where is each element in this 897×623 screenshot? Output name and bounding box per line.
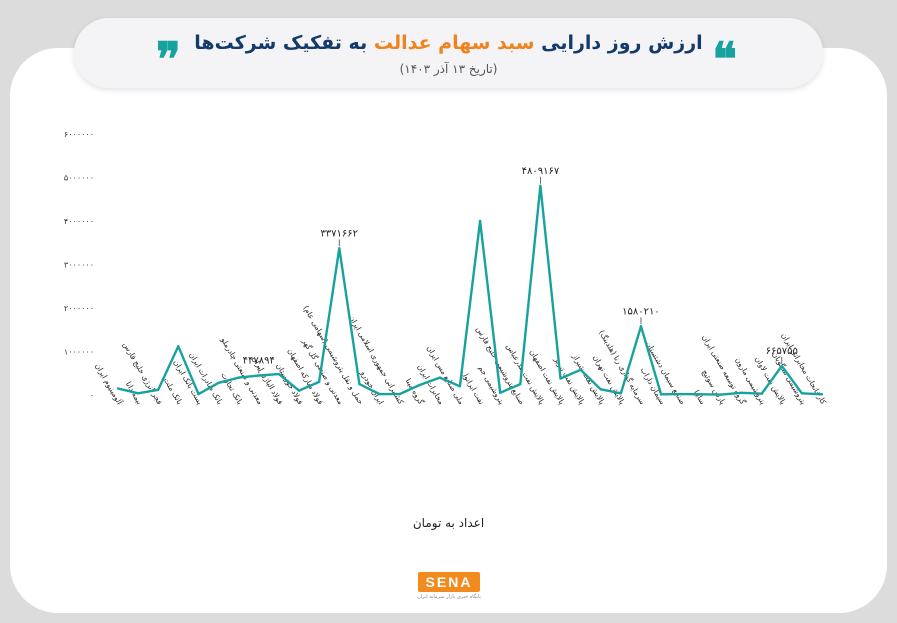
- data-point: [136, 392, 140, 395]
- data-point: [277, 372, 281, 376]
- logo-wordmark: SENA: [417, 572, 481, 592]
- data-point: [680, 392, 683, 396]
- data-point: [157, 388, 160, 391]
- sena-logo: SENA پایگاه خبری بازار سرمایه ایران: [410, 572, 488, 600]
- title-banner: ❞ ❝ ارزش روز دارایی سبد سهام عدالت به تف…: [74, 18, 823, 88]
- x-tick-label: فجر انرژی خلیج فارس: [121, 341, 164, 407]
- data-point: [317, 380, 321, 384]
- data-point: [720, 393, 723, 396]
- data-point: [257, 374, 260, 377]
- x-tick-label: بانک ملت: [162, 376, 185, 406]
- data-label: ۴۸۰۹۱۶۷: [522, 166, 560, 177]
- y-axis: ۰ ۱۰۰۰۰۰۰ ۲۰۰۰۰۰۰ ۳۰۰۰۰۰۰ ۴۰۰۰۰۰۰ ۵۰۰۰۰۰۰ ۶۰۰۰…: [64, 130, 94, 400]
- chart-card: [10, 48, 887, 613]
- data-point: [217, 381, 220, 385]
- data-point: [478, 219, 482, 223]
- unit-caption: اعداد به تومان: [412, 516, 485, 530]
- x-tick-label: سایپا: [692, 388, 707, 406]
- logo-tagline: پایگاه خبری بازار سرمایه ایران: [417, 594, 481, 600]
- title-part1: ارزش روز دارایی: [534, 32, 703, 54]
- data-point: [659, 393, 663, 396]
- page-title: ارزش روز دارایی سبد سهام عدالت به تفکیک …: [74, 32, 823, 54]
- close-quote-icon: ❝: [712, 32, 737, 86]
- data-point: [820, 393, 824, 396]
- data-point: [519, 382, 522, 386]
- data-point: [398, 392, 401, 396]
- data-point: [297, 389, 301, 392]
- data-point: [177, 345, 180, 348]
- data-point: [740, 391, 743, 395]
- data-point: [579, 368, 582, 371]
- y-tick-label: ۶۰۰۰۰۰۰: [64, 130, 94, 139]
- data-label: ۴۴۷۸۹۴: [243, 356, 275, 367]
- data-point: [418, 383, 421, 387]
- data-label: ۶۶۵۷۵۵: [766, 346, 798, 357]
- data-point: [780, 364, 783, 368]
- data-point: [700, 393, 703, 396]
- data-point: [619, 392, 623, 395]
- title-part2: به تفکیک شرکت‌ها: [194, 32, 374, 54]
- y-tick-label: ۳۰۰۰۰۰۰: [64, 261, 94, 270]
- series-layer: [116, 184, 824, 396]
- data-label: ۳۳۷۱۶۶۲: [320, 228, 358, 239]
- data-point: [197, 392, 200, 396]
- data-point: [599, 388, 602, 391]
- data-point: [639, 325, 643, 328]
- data-point: [800, 392, 804, 395]
- x-tick-label: آلومینیوم ایران: [93, 361, 125, 407]
- data-point: [338, 247, 341, 250]
- data-point: [559, 377, 562, 380]
- data-point: [378, 392, 381, 396]
- y-tick-label: ۲۰۰۰۰۰۰: [64, 304, 94, 313]
- open-quote-icon: ❞: [156, 32, 181, 86]
- y-tick-label: ۱۰۰۰۰۰۰: [64, 348, 94, 357]
- y-tick-label: ۴۰۰۰۰۰۰: [64, 217, 94, 226]
- series-line: [117, 184, 823, 396]
- y-tick-label: ۵۰۰۰۰۰۰: [64, 174, 94, 183]
- data-point: [237, 376, 240, 379]
- data-point: [539, 184, 542, 188]
- data-labels-layer: ۴۴۷۸۹۴ ۳۳۷۱۶۶۲ ۴۸۰۹۱۶۷ ۱۵۸۰۲۱۰ ۶۶۵۷۵۵: [243, 166, 798, 374]
- data-label: ۱۵۸۰۲۱۰: [622, 306, 660, 317]
- data-point: [438, 376, 442, 379]
- y-tick-label: ۰: [90, 391, 94, 400]
- data-point: [116, 387, 120, 390]
- page-subtitle: (تاریخ ۱۳ آذر ۱۴۰۳): [399, 62, 498, 76]
- data-point: [760, 392, 763, 395]
- data-point: [458, 385, 462, 388]
- data-point: [358, 382, 361, 386]
- title-highlight: سبد سهام عدالت: [373, 32, 535, 54]
- data-point: [498, 391, 502, 395]
